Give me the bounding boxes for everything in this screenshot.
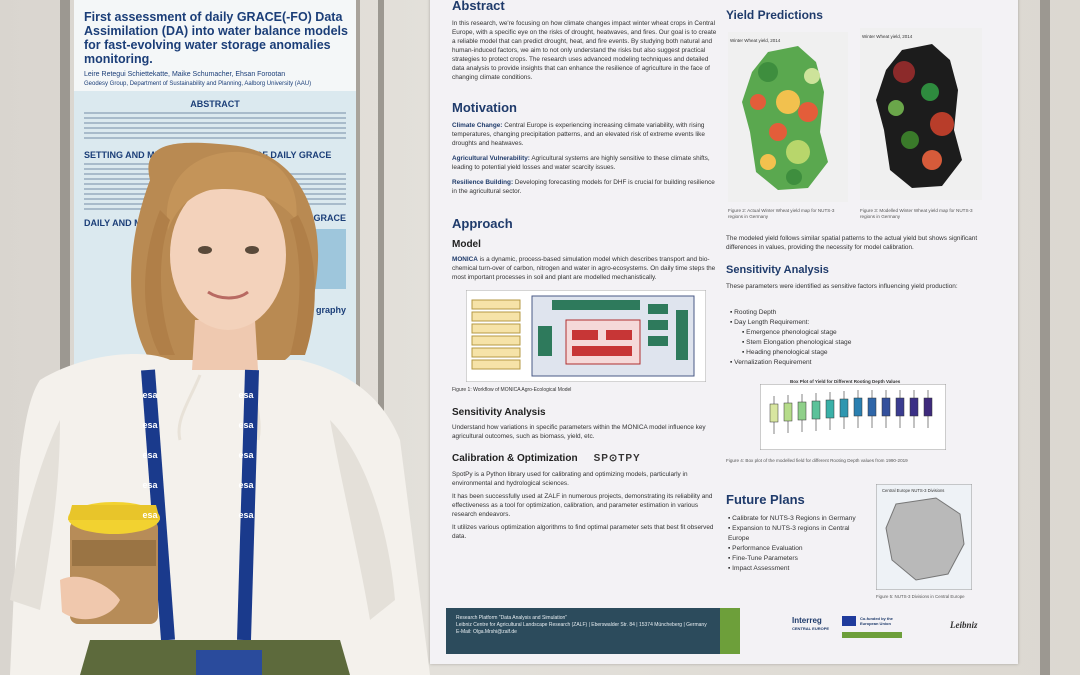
sensitivity-left-heading: Sensitivity Analysis (452, 407, 546, 418)
future-plans-heading: Future Plans (726, 492, 805, 507)
map-2-title: Winter Wheat yield, 2014 (862, 34, 913, 39)
abstract-text: In this research, we're focusing on how … (452, 20, 717, 81)
boxplot-box (797, 401, 807, 421)
sensitivity-right-text: These parameters were identified as sens… (726, 283, 958, 290)
boxplot-box (825, 399, 835, 419)
calibration-heading: Calibration & Optimization (452, 453, 578, 464)
boxplot-box (853, 397, 863, 417)
left-poster-daily-grace-heading: DAILY GRACE (284, 213, 346, 223)
footer-line-2: Leibniz Centre for Agricultural Landscap… (456, 622, 707, 628)
eu-cofunded-label: Co-funded by the European Union (860, 616, 893, 626)
board-frame-right (1040, 0, 1050, 675)
model-text: MONICA is a dynamic, process-based simul… (452, 256, 716, 281)
figure-2-caption: Figure 2: Actual Winter Wheat yield map … (728, 208, 835, 219)
leibniz-logo: Leibniz (950, 620, 978, 630)
calibration-text-3: It utilizes various optimization algorit… (452, 524, 714, 540)
future-item-calibrate: ▪ Calibrate for NUTS-3 Regions in German… (728, 515, 856, 522)
future-item-impact: ▪ Impact Assessment (728, 565, 790, 572)
boxplot-box (909, 397, 919, 417)
boxplot-box (867, 397, 877, 417)
future-item-fine-tune: ▪ Fine-Tune Parameters (728, 555, 798, 562)
motivation-resilience: Resilience Building: Developing forecast… (452, 179, 715, 195)
calibration-text-2: It has been successfully used at ZALF in… (452, 493, 713, 518)
interreg-subtitle: CENTRAL EUROPE (792, 626, 830, 631)
left-poster-title: First assessment of daily GRACE(-FO) Dat… (84, 10, 348, 66)
left-poster-affiliation: Geodesy Group, Department of Sustainabil… (84, 81, 312, 87)
footer-line-3: E-Mail: Olga.Mrshi@zalf.de (456, 629, 517, 635)
boxplot-box (811, 400, 821, 420)
boxplot-box (923, 397, 933, 417)
spotpy-logo: SP⊙TPY (593, 453, 641, 464)
poster-footer: Research Platform "Data Analysis and Sim… (446, 608, 736, 654)
actual-yield-map (728, 32, 848, 202)
motivation-vulnerability: Agricultural Vulnerability: Agricultural… (452, 155, 710, 171)
map-3-title: Central Europe NUTS-3 Divisions (882, 488, 945, 493)
future-item-performance: ▪ Performance Evaluation (728, 545, 803, 552)
boxplot-box (783, 402, 793, 422)
motivation-heading: Motivation (452, 100, 517, 115)
presenter-person (10, 142, 430, 675)
yield-heading: Yield Predictions (726, 8, 823, 22)
interreg-logo: Interreg (792, 616, 822, 625)
motivation-climate: Climate Change: Central Europe is experi… (452, 122, 705, 147)
boxplot-box (839, 398, 849, 418)
yield-comparison-text: The modeled yield follows similar spatia… (726, 235, 978, 251)
lanyard-left: esa esa esa esa esa (142, 390, 158, 520)
sensitivity-right-heading: Sensitivity Analysis (726, 264, 829, 276)
left-poster-header: First assessment of daily GRACE(-FO) Dat… (74, 0, 356, 91)
figure-5-caption: Figure 5: NUTS-3 Divisions in Central Eu… (876, 594, 965, 599)
lanyard-right: esa esa esa esa esa (238, 390, 254, 520)
left-poster-authors: Leire Retegui Schiettekatte, Maike Schum… (84, 71, 286, 78)
footer-accent (720, 608, 740, 654)
map-1-title: Winter Wheat yield, 2014 (730, 38, 781, 43)
monica-workflow-diagram (466, 290, 706, 382)
boxplot-box (881, 397, 891, 417)
rooting-depth-boxplot (760, 384, 946, 450)
bullet-heading: ▪ Heading phenological stage (742, 349, 828, 356)
figure-1-caption: Figure 1: Workflow of MONICA Agro-Ecolog… (452, 387, 572, 393)
board-frame-left (60, 0, 70, 675)
abstract-heading: Abstract (452, 0, 505, 13)
board-frame-middle (378, 0, 384, 675)
research-poster: Abstract In this research, we're focusin… (430, 0, 1018, 664)
sensitivity-bullets: ▪ Rooting Depth ▪ Day Length Requirement… (730, 308, 851, 368)
approach-heading: Approach (452, 216, 513, 231)
future-plans-list: ▪ Calibrate for NUTS-3 Regions in German… (728, 514, 868, 574)
bullet-vernalization: ▪ Vernalization Requirement (730, 359, 812, 366)
future-item-expansion: ▪ Expansion to NUTS-3 regions in Central… (728, 525, 850, 542)
bullet-emergence: ▪ Emergence phenological stage (742, 329, 837, 336)
left-poster-abstract-heading: ABSTRACT (190, 99, 240, 109)
modelled-yield-map (860, 28, 982, 200)
sensitivity-left-text: Understand how variations in specific pa… (452, 424, 706, 440)
central-europe-map (876, 484, 972, 590)
boxplot-box (769, 403, 779, 423)
figure-3-caption: Figure 3: Modelled Winter Wheat yield ma… (860, 208, 973, 219)
boxplot-box (895, 397, 905, 417)
left-poster-setting-heading: SETTING AND METHOD (84, 150, 187, 160)
bullet-day-length: ▪ Day Length Requirement: (730, 319, 810, 326)
eu-flag-icon (842, 616, 856, 626)
bullet-rooting-depth: ▪ Rooting Depth (730, 309, 777, 316)
model-heading: Model (452, 239, 481, 250)
left-poster-abstract-text (84, 112, 346, 139)
figure-4-caption: Figure 4: Box plot of the modelled field… (726, 458, 908, 463)
footer-line-1: Research Platform "Data Analysis and Sim… (456, 615, 568, 621)
calibration-text-1: SpotPy is a Python library used for cali… (452, 471, 688, 487)
project-logo-bar (842, 632, 902, 638)
left-poster-graphy: graphy (315, 305, 346, 315)
boxplot-title: Box Plot of Yield for Different Rooting … (790, 379, 901, 384)
bullet-stem-elongation: ▪ Stem Elongation phenological stage (742, 339, 852, 346)
